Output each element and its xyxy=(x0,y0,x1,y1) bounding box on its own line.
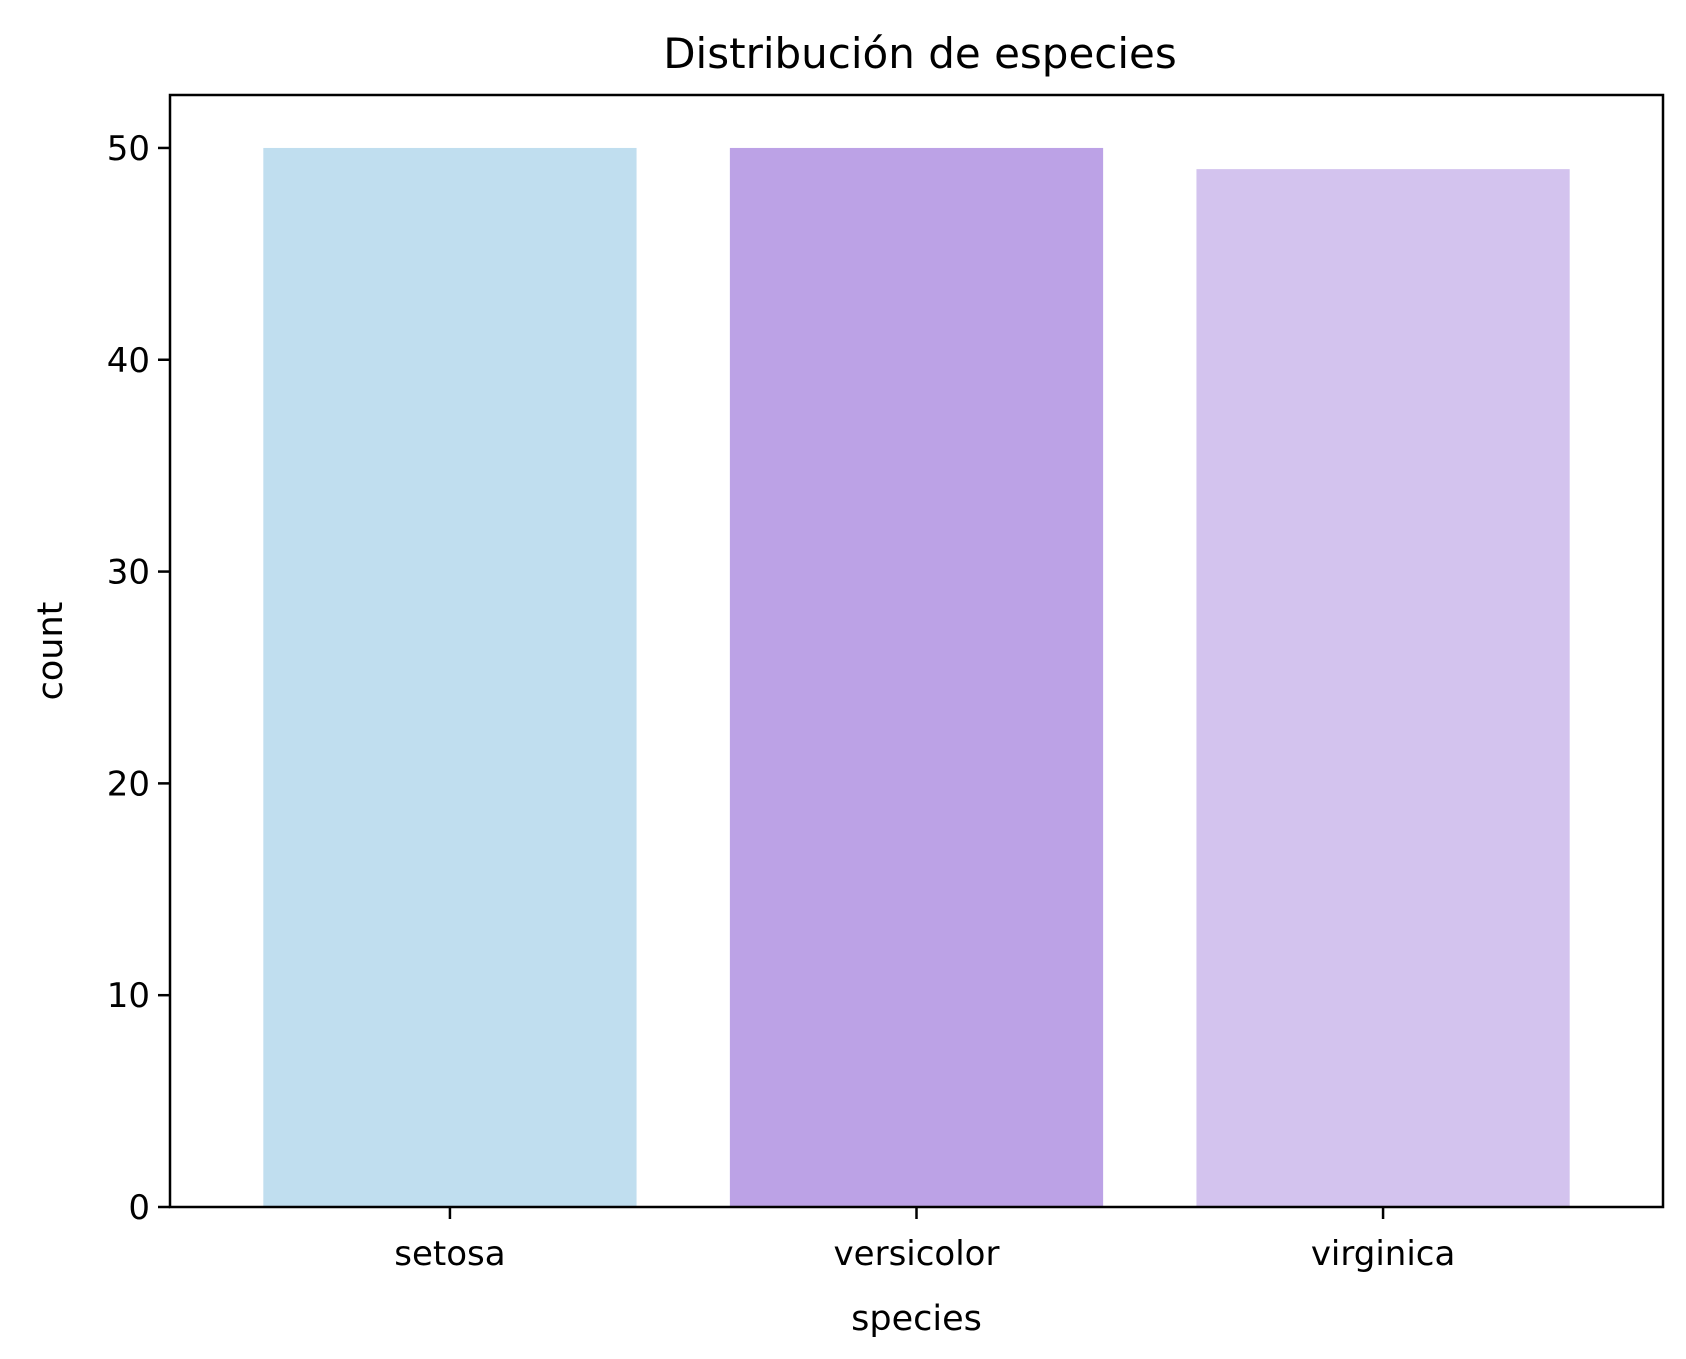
bar-virginica xyxy=(1196,169,1570,1208)
y-tick-label: 50 xyxy=(107,129,150,169)
x-tick-label-versicolor: versicolor xyxy=(834,1234,1000,1274)
bar-versicolor xyxy=(729,147,1104,1207)
y-axis-label: count xyxy=(31,602,71,701)
bar-setosa xyxy=(263,147,637,1207)
x-tick-label-setosa: setosa xyxy=(394,1234,505,1274)
y-tick-label: 10 xyxy=(107,976,150,1016)
y-axis: 0 10 20 30 40 50 xyxy=(107,129,170,1228)
y-tick-label: 0 xyxy=(128,1188,150,1228)
y-tick-label: 20 xyxy=(107,764,150,804)
y-tick-label: 30 xyxy=(107,553,150,593)
y-tick-label: 40 xyxy=(107,341,150,381)
x-axis: setosa versicolor virginica xyxy=(394,1207,1455,1274)
chart-title: Distribución de especies xyxy=(663,29,1177,78)
x-axis-label: species xyxy=(851,1299,982,1339)
x-tick-label-virginica: virginica xyxy=(1311,1234,1456,1274)
bars-layer xyxy=(263,147,1570,1208)
